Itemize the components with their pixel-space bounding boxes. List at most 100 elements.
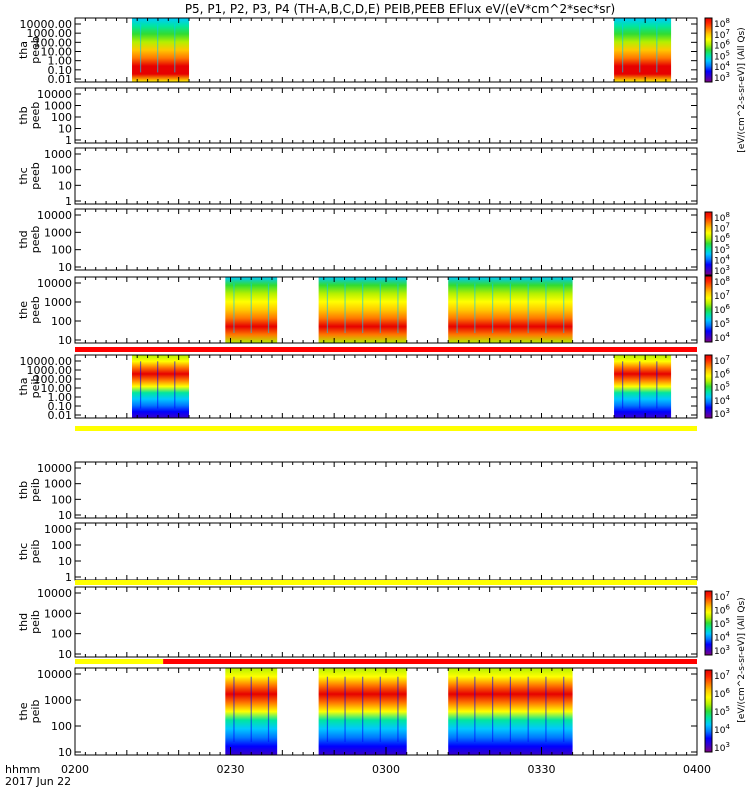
y-tick-label: 100 (51, 244, 72, 257)
colorbar-tick-label: 107 (714, 669, 730, 682)
y-tick-label: 1000 (44, 523, 72, 536)
colorbar-tick-label: 104 (714, 723, 730, 736)
y-tick-label: 10000 (37, 88, 72, 101)
colorbar-tick-label: 103 (714, 741, 730, 754)
y-tick-label: 1000.00 (27, 27, 73, 40)
spectrogram-block (614, 355, 672, 418)
panel-thb-peib: 10000 1000 100 10 thb peib (17, 461, 698, 522)
y-tick-label: 10.00 (41, 382, 73, 395)
colorbar-tick-label: 104 (714, 331, 730, 344)
status-bar (163, 659, 697, 664)
colorbar-tick-label: 107 (714, 354, 730, 367)
panel-probe-label: thb (17, 106, 30, 124)
y-tick-label: 100 (51, 493, 72, 506)
y-tick-label: 10000 (37, 209, 72, 222)
y-tick-label: 100.00 (34, 36, 73, 49)
colorbar-tick-label: 105 (714, 617, 730, 630)
panel-frame (74, 208, 698, 271)
y-tick-label: 10000 (37, 277, 72, 290)
colorbar-tick-label: 106 (714, 303, 730, 316)
panel-species-label: peib (29, 540, 42, 564)
x-tick-label: 0300 (372, 763, 400, 776)
y-tick-label: 100 (51, 539, 72, 552)
y-tick-label: 10000.00 (20, 18, 73, 31)
y-tick-label: 1000 (44, 607, 72, 620)
colorbar-scale (704, 211, 713, 276)
y-tick-label: 1000 (44, 694, 72, 707)
x-tick-label: 0200 (61, 763, 89, 776)
y-tick-label: 0.10 (48, 64, 73, 77)
y-tick-label: 1000.00 (27, 364, 73, 377)
y-tick-label: 10 (58, 123, 72, 136)
y-tick-label: 10000 (37, 587, 72, 600)
colorbar-scale (704, 17, 713, 83)
y-tick-label: 1000 (44, 100, 72, 113)
colorbar-tick-label: 106 (714, 687, 730, 700)
colorbar-tick-label: 107 (714, 289, 730, 302)
time-axis-date: 2017 Jun 22 (5, 775, 71, 788)
colorbar-scale (704, 275, 713, 343)
panel-the-peib: 10000 1000 100 10 the peib 107 106 105 104 103 (17, 667, 730, 759)
y-tick-label: 10 (58, 746, 72, 759)
colorbar: 107 106 105 104 103 (704, 669, 730, 754)
colorbar-tick-label: 105 (714, 705, 730, 718)
y-tick-label: 1.00 (48, 391, 73, 404)
y-tick-label: 100.00 (34, 373, 73, 386)
panel-probe-label: thb (17, 481, 30, 499)
panel-probe-label: thd (17, 613, 30, 631)
panel-thc-peeb: 1000 100 10 1 thc peeb (17, 147, 698, 208)
panel-probe-label: thd (17, 230, 30, 248)
spectrogram-block (614, 18, 672, 82)
panel-species-label: peeb (29, 162, 42, 190)
colorbar-tick-label: 104 (714, 631, 730, 644)
colorbar-tick-label: 103 (714, 407, 730, 420)
colorbar-tick-label: 105 (714, 317, 730, 330)
panel-probe-label: the (17, 702, 30, 720)
panel-species-label: peeb (29, 102, 42, 130)
status-bar (75, 347, 697, 352)
panel-frame (74, 87, 698, 144)
y-tick-label: 10000 (37, 668, 72, 681)
colorbar-tick-label: 106 (714, 367, 730, 380)
y-tick-label: 100 (51, 315, 72, 328)
y-tick-label: 1000 (44, 226, 72, 239)
y-tick-label: 1 (65, 195, 72, 208)
panel-species-label: peeb (29, 36, 42, 64)
x-tick-label: 0230 (217, 763, 245, 776)
spectrogram-block (132, 18, 190, 82)
panel-species-label: peeb (29, 296, 42, 324)
colorbar-scale (704, 669, 713, 753)
panel-species-label: peib (29, 375, 42, 399)
y-tick-label: 1000 (44, 148, 72, 161)
y-tick-label: 1 (65, 134, 72, 147)
panel-probe-label: thc (17, 167, 30, 184)
y-tick-label: 0.10 (48, 400, 73, 413)
colorbar-scale (704, 590, 713, 656)
figure-title: P5, P1, P2, P3, P4 (TH-A,B,C,D,E) PEIB,P… (185, 2, 615, 16)
panel-thc-peib: 1000 100 10 1 thc peib (17, 522, 698, 585)
y-tick-label: 0.01 (48, 409, 73, 422)
y-tick-label: 100 (51, 628, 72, 641)
colorbar-tick-label: 107 (714, 590, 730, 603)
y-tick-label: 1.00 (48, 55, 73, 68)
y-tick-label: 10.00 (41, 46, 73, 59)
spectrogram-block (132, 355, 190, 418)
status-bar (75, 426, 697, 431)
time-axis-label: hhmm (5, 763, 40, 776)
colorbar-tick-label: 105 (714, 381, 730, 394)
y-tick-label: 10 (58, 261, 72, 274)
x-tick-label: 0330 (528, 763, 556, 776)
y-tick-label: 10000 (37, 462, 72, 475)
panel-species-label: peeb (29, 226, 42, 254)
